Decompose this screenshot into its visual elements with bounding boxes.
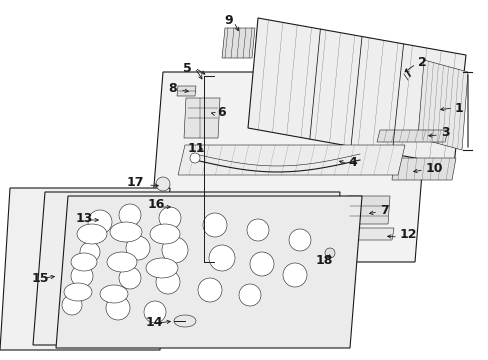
Circle shape [143,301,165,323]
Circle shape [246,219,268,241]
Text: 7: 7 [379,203,388,216]
Circle shape [159,207,181,229]
Polygon shape [247,18,465,165]
Circle shape [88,210,112,234]
Circle shape [106,296,130,320]
Circle shape [288,229,310,251]
Text: 4: 4 [347,156,356,168]
Polygon shape [178,145,404,175]
Circle shape [325,248,334,258]
Polygon shape [417,60,467,150]
Text: 5: 5 [183,62,191,75]
Text: 10: 10 [425,162,443,175]
Polygon shape [391,158,455,180]
Polygon shape [177,86,196,96]
Ellipse shape [107,252,137,272]
Circle shape [283,263,306,287]
Ellipse shape [77,224,107,244]
Circle shape [239,284,261,306]
Ellipse shape [146,258,178,278]
Ellipse shape [150,224,180,244]
Text: 17: 17 [127,176,144,189]
Circle shape [126,236,150,260]
Circle shape [198,278,222,302]
Text: 13: 13 [76,211,93,225]
Circle shape [249,252,273,276]
Circle shape [71,265,93,287]
Circle shape [156,177,170,191]
Text: 18: 18 [315,253,333,266]
Ellipse shape [174,315,196,327]
Circle shape [203,213,226,237]
Circle shape [156,270,180,294]
Text: 16: 16 [148,198,165,211]
Text: 9: 9 [224,13,232,27]
Polygon shape [346,196,389,224]
Polygon shape [376,130,447,142]
Circle shape [80,242,100,262]
Polygon shape [339,228,393,240]
Ellipse shape [100,285,128,303]
Circle shape [208,245,235,271]
Circle shape [62,295,82,315]
Text: 3: 3 [440,126,448,139]
Text: 12: 12 [399,229,417,242]
Ellipse shape [71,253,97,271]
Text: 15: 15 [32,271,49,284]
Text: 14: 14 [146,316,163,329]
Polygon shape [56,196,361,348]
Ellipse shape [110,222,142,242]
Text: 2: 2 [417,55,426,68]
Polygon shape [222,28,254,58]
Polygon shape [148,72,429,262]
Text: 8: 8 [168,81,176,94]
Text: 6: 6 [217,105,225,118]
Circle shape [119,267,141,289]
Polygon shape [306,152,377,164]
Text: 11: 11 [187,141,205,154]
Circle shape [190,153,200,163]
Polygon shape [183,98,220,138]
Circle shape [162,237,187,263]
Circle shape [119,204,141,226]
Ellipse shape [64,283,92,301]
Text: 1: 1 [454,102,463,114]
Polygon shape [33,192,339,345]
Polygon shape [0,188,170,350]
